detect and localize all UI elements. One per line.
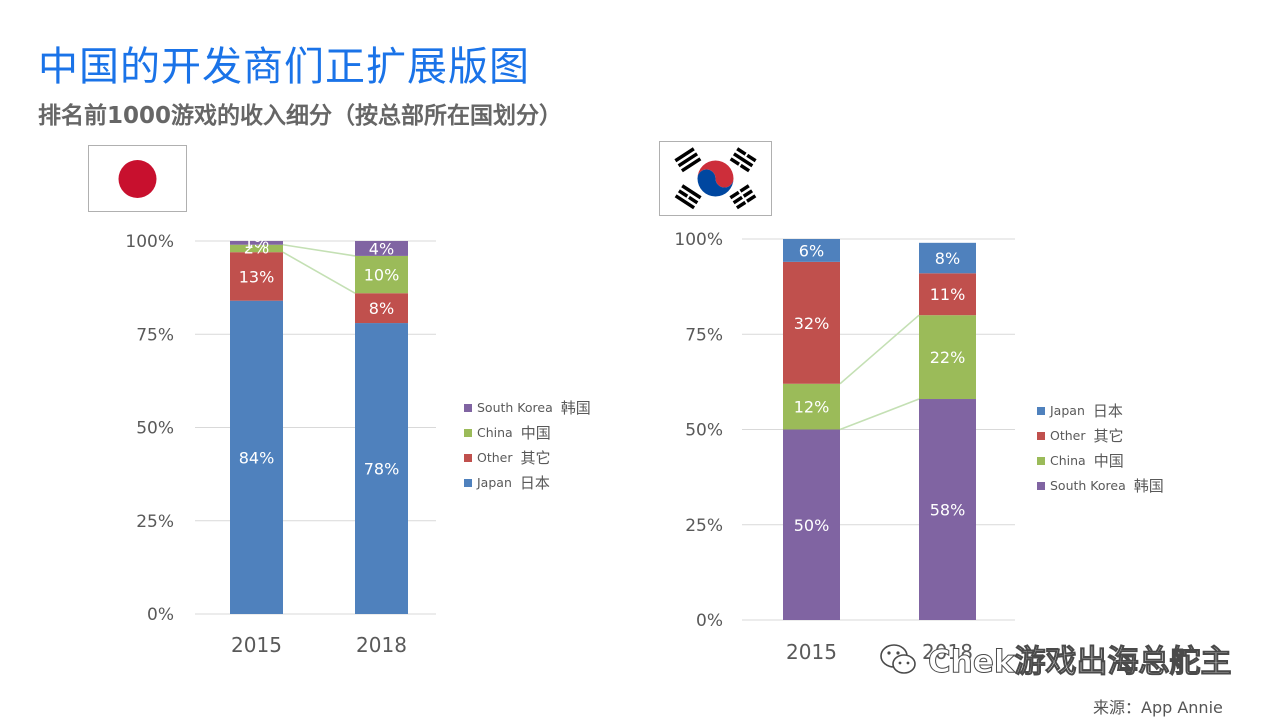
data-label: 12% [794, 398, 830, 417]
legend-label-cn: 中国 [1093, 452, 1124, 470]
y-tick-label: 25% [136, 512, 174, 532]
y-tick-label: 0% [147, 605, 174, 625]
legend-label-cn: 韩国 [560, 399, 591, 417]
legend-label-cn: 中国 [520, 424, 551, 442]
watermark: Chek游戏出海总舵主 [878, 636, 1232, 681]
bar-segment [230, 241, 283, 245]
legend-swatch [1037, 406, 1045, 415]
legend-label-cn: 日本 [519, 474, 550, 492]
legend-item: China 中国 [464, 420, 591, 445]
page-subtitle: 排名前1000游戏的收入细分（按总部所在国划分） [38, 103, 563, 129]
china-connector-line [282, 243, 356, 257]
bar-segment [230, 244, 283, 253]
bar-segment [783, 261, 840, 384]
bar-segment [783, 383, 840, 430]
data-label: 32% [794, 314, 830, 333]
bar-segment [355, 323, 408, 614]
legend-label-cn: 其它 [1093, 427, 1124, 445]
data-label: 6% [799, 241, 824, 260]
legend-label-en: Japan [477, 475, 512, 490]
legend-item: South Korea 韩国 [1037, 473, 1164, 498]
y-tick-label: 25% [685, 516, 723, 536]
y-tick-label: 100% [125, 232, 174, 252]
legend-label-en: China [1050, 453, 1086, 468]
wechat-icon [880, 643, 916, 674]
legend-label-en: Japan [1050, 403, 1085, 418]
data-label: 8% [935, 249, 960, 268]
legend-swatch [464, 403, 472, 412]
japan-chart-legend: South Korea 韩国 China 中国 Other 其它 Japan 日本 [464, 395, 591, 495]
bar-segment [355, 255, 408, 294]
source-note: 来源：App Annie [1093, 698, 1223, 717]
bar-segment [919, 399, 976, 620]
data-label: 22% [930, 348, 966, 367]
legend-swatch [464, 478, 472, 487]
china-connector-line [839, 314, 920, 385]
legend-item: China 中国 [1037, 448, 1164, 473]
data-label: 4% [369, 239, 394, 258]
japan-flag [88, 145, 187, 212]
japan-flag-icon [118, 160, 157, 198]
legend-label-en: South Korea [477, 400, 553, 415]
y-tick-label: 75% [685, 325, 723, 345]
page-title: 中国的开发商们正扩展版图 [38, 44, 530, 90]
bar-segment [919, 273, 976, 316]
legend-label-cn: 其它 [520, 449, 551, 467]
data-label: 58% [930, 501, 966, 520]
south-korea-chart-legend: Japan 日本 Other 其它 China 中国 South Korea 韩国 [1037, 398, 1164, 498]
bar-segment [230, 252, 283, 301]
legend-swatch [464, 428, 472, 437]
bar-segment [783, 429, 840, 620]
legend-item: South Korea 韩国 [464, 395, 591, 420]
legend-label-cn: 日本 [1092, 402, 1123, 420]
bar-segment [355, 241, 408, 256]
legend-swatch [1037, 431, 1045, 440]
x-category-label: 2015 [786, 640, 837, 664]
bar-segment [783, 239, 840, 262]
legend-swatch [1037, 481, 1045, 490]
x-category-label: 2018 [356, 633, 407, 657]
x-category-label: 2015 [231, 633, 282, 657]
legend-item: Other 其它 [1037, 423, 1164, 448]
south-korea-flag-icon [674, 147, 757, 210]
legend-label-en: China [477, 425, 513, 440]
y-tick-label: 75% [136, 325, 174, 345]
legend-item: Japan 日本 [1037, 398, 1164, 423]
data-label: 78% [364, 460, 400, 479]
data-label: 13% [239, 267, 275, 286]
legend-swatch [1037, 456, 1045, 465]
legend-swatch [464, 453, 472, 462]
legend-label-cn: 韩国 [1133, 477, 1164, 495]
bar-segment [919, 242, 976, 274]
legend-item: Other 其它 [464, 445, 591, 470]
y-tick-label: 50% [685, 421, 723, 441]
legend-label-en: Other [1050, 428, 1086, 443]
bar-segment [230, 300, 283, 614]
japan-revenue-chart: 0%25%50%75%100%84%13%2%1%201578%8%10%4%2… [125, 232, 436, 657]
china-connector-line [282, 251, 356, 294]
data-label: 1% [244, 233, 269, 252]
watermark-text: Chek游戏出海总舵主 [927, 644, 1232, 681]
y-tick-label: 100% [674, 230, 723, 250]
data-label: 11% [930, 285, 966, 304]
legend-label-en: Other [477, 450, 513, 465]
bar-segment [919, 315, 976, 400]
south-korea-flag [659, 141, 772, 216]
y-tick-label: 0% [696, 611, 723, 631]
bar-segment [355, 293, 408, 324]
legend-item: Japan 日本 [464, 470, 591, 495]
data-label: 10% [364, 266, 400, 285]
legend-label-en: South Korea [1050, 478, 1126, 493]
data-label: 8% [369, 299, 394, 318]
data-label: 84% [239, 448, 275, 467]
x-category-label: 2018 [922, 640, 973, 664]
china-connector-line [839, 398, 920, 431]
data-label: 50% [794, 516, 830, 535]
y-tick-label: 50% [136, 419, 174, 439]
